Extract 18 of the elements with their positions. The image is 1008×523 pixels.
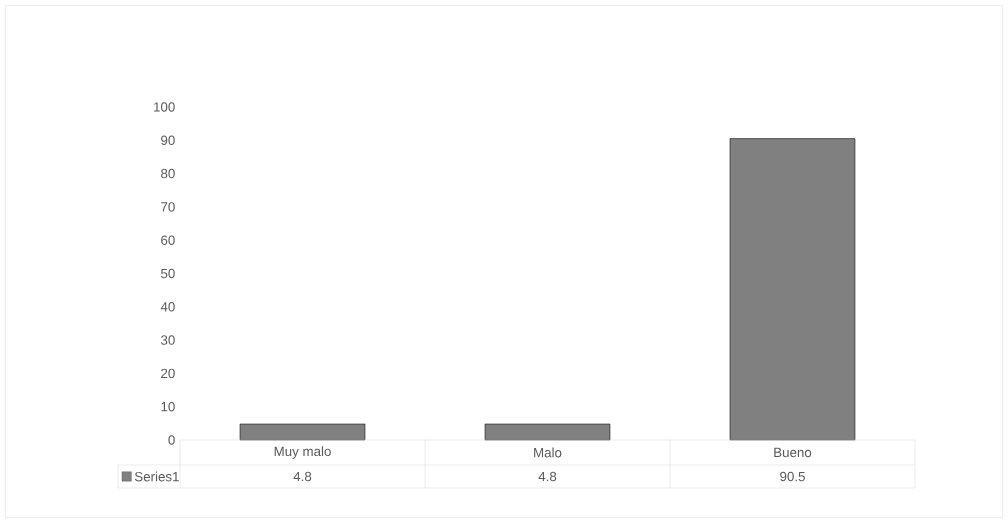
y-tick-label: 20 [161,368,175,379]
y-tick-label: 100 [154,102,175,112]
legend-label: Series1 [134,471,179,482]
y-tick-label: 80 [161,168,175,179]
y-tick-label: 40 [160,302,175,312]
y-tick-label: 0 [168,435,175,445]
data-label: 90.5 [780,471,805,482]
x-tick-label: Bueno [774,447,812,458]
x-tick-label: Muy malo [274,446,331,459]
y-tick-label: 50 [161,268,175,279]
y-tick-label: 30 [160,335,175,345]
y-tick-label: 60 [161,235,175,245]
data-label: 4.8 [293,471,312,482]
data-label: 4.8 [538,471,557,482]
y-tick-label: 70 [161,202,175,212]
y-tick-label: 10 [161,401,175,412]
x-tick-label: Malo [534,447,562,458]
y-tick-label: 90 [161,135,175,145]
